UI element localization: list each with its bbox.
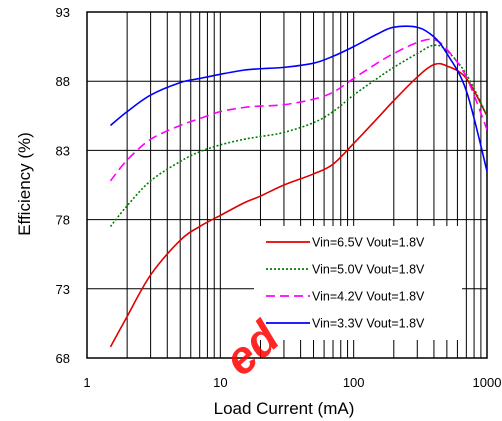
legend-label: Vin=5.0V Vout=1.8V [312, 263, 425, 277]
y-tick-label: 68 [56, 351, 70, 366]
x-tick-label: 10 [213, 375, 227, 390]
y-tick-label: 93 [56, 5, 70, 20]
data-series [109, 25, 487, 348]
y-axis-title: Efficiency (%) [15, 132, 34, 236]
series-line-4 [109, 25, 487, 172]
series-line-2 [109, 44, 487, 228]
plot-frame [86, 11, 488, 359]
y-tick-label: 88 [56, 74, 70, 89]
series-line-3 [109, 38, 487, 182]
legend: Vin=6.5V Vout=1.8V Vin=5.0V Vout=1.8V Vin=… [254, 226, 462, 340]
legend-box [254, 226, 462, 340]
y-tick-label: 73 [56, 282, 70, 297]
tick-labels: 1 10 100 1000 68 73 78 83 88 93 [56, 5, 502, 390]
x-tick-label: 1 [83, 375, 90, 390]
x-tick-label: 100 [343, 375, 365, 390]
y-tick-label: 83 [56, 143, 70, 158]
legend-label: Vin=4.2V Vout=1.8V [312, 290, 425, 304]
y-tick-label: 78 [56, 213, 70, 228]
x-tick-label: 1000 [473, 375, 502, 390]
x-axis-title: Load Current (mA) [214, 399, 355, 418]
series-line-1 [109, 62, 487, 348]
legend-label: Vin=3.3V Vout=1.8V [312, 317, 425, 331]
legend-label: Vin=6.5V Vout=1.8V [312, 236, 425, 250]
